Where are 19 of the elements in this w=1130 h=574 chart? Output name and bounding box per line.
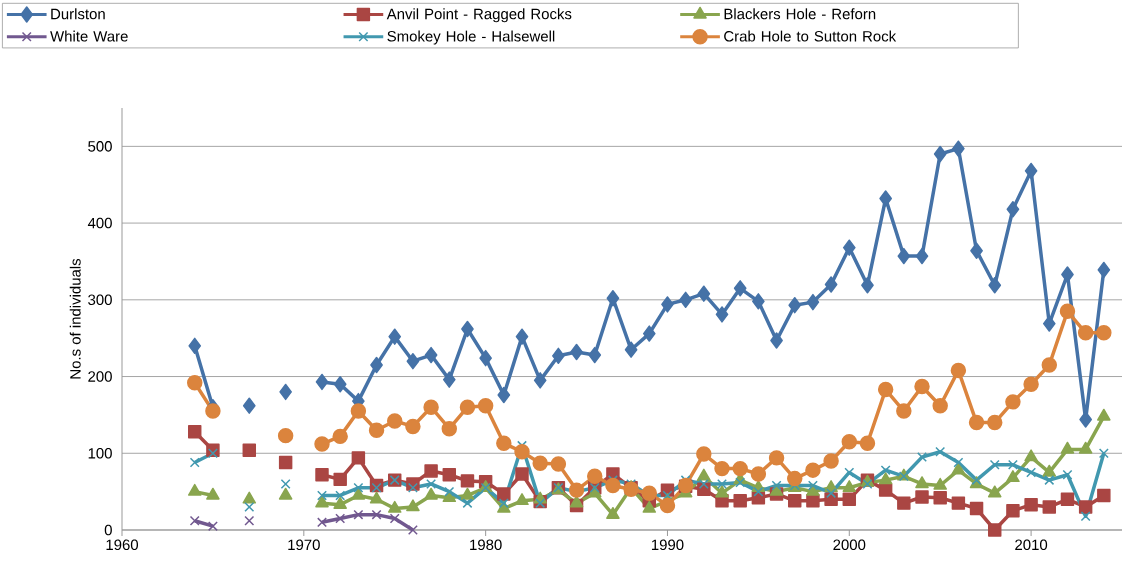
x-tick-label: 1990 (651, 539, 684, 551)
x-tick-label: 1980 (470, 539, 502, 551)
y-tick-label: 500 (88, 141, 112, 152)
y-axis-title: No.s of individuals (69, 258, 81, 379)
legend-label: Smokey Hole - Halsewell (387, 30, 555, 45)
x-tick-label: 2010 (1015, 539, 1048, 551)
y-tick-label: 0 (104, 524, 112, 536)
legend-label: Blackers Hole - Reforn (724, 8, 876, 20)
y-tick-label: 300 (88, 294, 112, 306)
legend-label: Crab Hole to Sutton Rock (724, 30, 897, 42)
y-tick-label: 400 (87, 217, 112, 229)
x-tick-label: 2000 (833, 539, 866, 551)
legend-label: Durlston (51, 8, 105, 20)
legend-label: Anvil Point - Ragged Rocks (386, 8, 572, 23)
y-tick-label: 100 (88, 447, 112, 459)
y-tick-label: 200 (88, 371, 112, 382)
x-tick-label: 1960 (106, 539, 139, 551)
legend-label: White Ware (50, 30, 128, 42)
x-tick-label: 1970 (288, 539, 320, 551)
